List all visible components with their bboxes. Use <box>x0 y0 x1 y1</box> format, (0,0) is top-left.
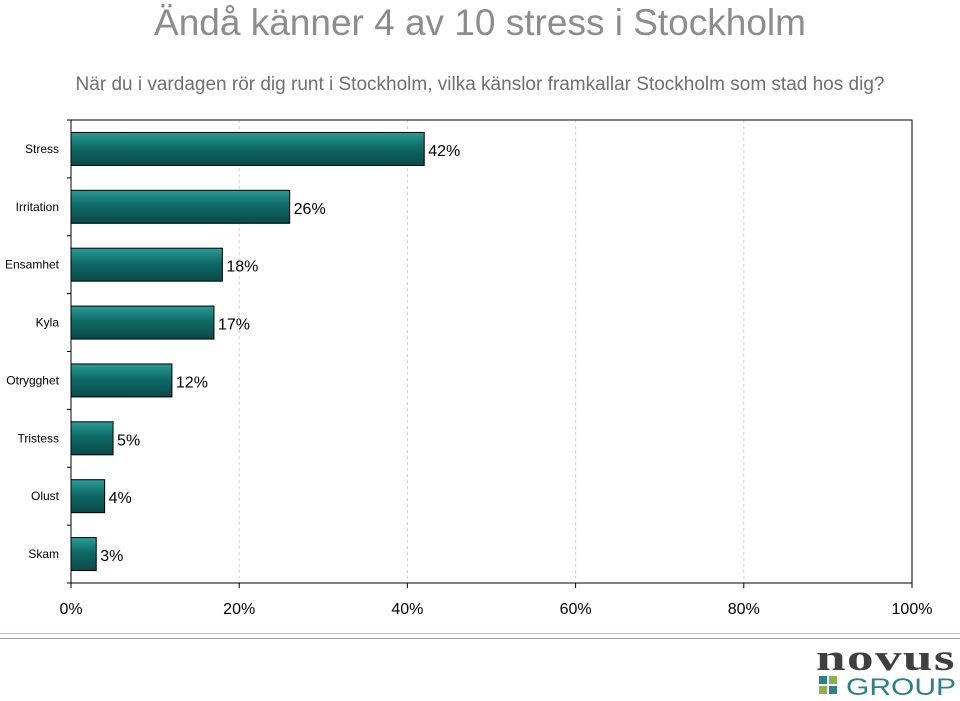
data-label: 26% <box>294 201 326 218</box>
bar-tristess <box>70 421 114 456</box>
bar-ensamhet <box>70 247 223 282</box>
category-label: Otrygghet <box>6 373 59 387</box>
data-label: 17% <box>218 317 250 334</box>
footer-rule-top <box>0 633 960 634</box>
page-title: Ändå känner 4 av 10 stress i Stockholm <box>154 2 806 43</box>
x-tick-label: 40% <box>391 601 423 618</box>
logo-word: novus <box>816 644 956 679</box>
category-label: Skam <box>28 547 59 561</box>
footer-rule-bottom <box>0 638 960 639</box>
bars <box>70 131 425 572</box>
data-label: 3% <box>100 548 123 565</box>
data-label: 42% <box>428 143 460 160</box>
category-label: Irritation <box>16 200 59 214</box>
category-label: Ensamhet <box>5 258 60 272</box>
x-tick-label: 80% <box>728 601 760 618</box>
bar-kyla <box>70 305 215 340</box>
plot-frame <box>70 119 913 584</box>
bar-skam <box>70 537 97 572</box>
x-tick-label: 0% <box>59 601 82 618</box>
x-tick-label: 100% <box>892 601 933 618</box>
labels: 0% 20% 40% 60% 80% 100% Stress 42% Irritation 26%… <box>5 119 933 618</box>
category-label: Tristess <box>17 431 59 445</box>
data-label: 18% <box>226 259 258 276</box>
x-tick-label: 20% <box>223 601 255 618</box>
logo-square-1 <box>819 676 827 684</box>
grid-lines <box>238 120 745 583</box>
logo-square-2 <box>829 676 837 684</box>
category-label: Kyla <box>36 316 60 330</box>
logo-square-3 <box>819 686 827 694</box>
logo-square-4 <box>829 686 837 694</box>
category-label: Stress <box>25 142 59 156</box>
category-label: Olust <box>31 489 60 503</box>
data-label: 4% <box>109 490 132 507</box>
bar-stress <box>70 131 425 166</box>
x-tick-label: 60% <box>560 601 592 618</box>
logo-group: GROUP <box>846 674 956 700</box>
bar-chart: 0% 20% 40% 60% 80% 100% Stress 42% Irritation 26%… <box>5 119 933 618</box>
data-label: 5% <box>117 432 140 449</box>
bar-otrygghet <box>70 363 173 398</box>
novus-logo: novus GROUP <box>816 644 956 700</box>
data-label: 12% <box>176 374 208 391</box>
bar-irritation <box>70 189 291 224</box>
bar-olust <box>70 479 106 514</box>
chart-question: När du i vardagen rör dig runt i Stockho… <box>75 74 885 95</box>
